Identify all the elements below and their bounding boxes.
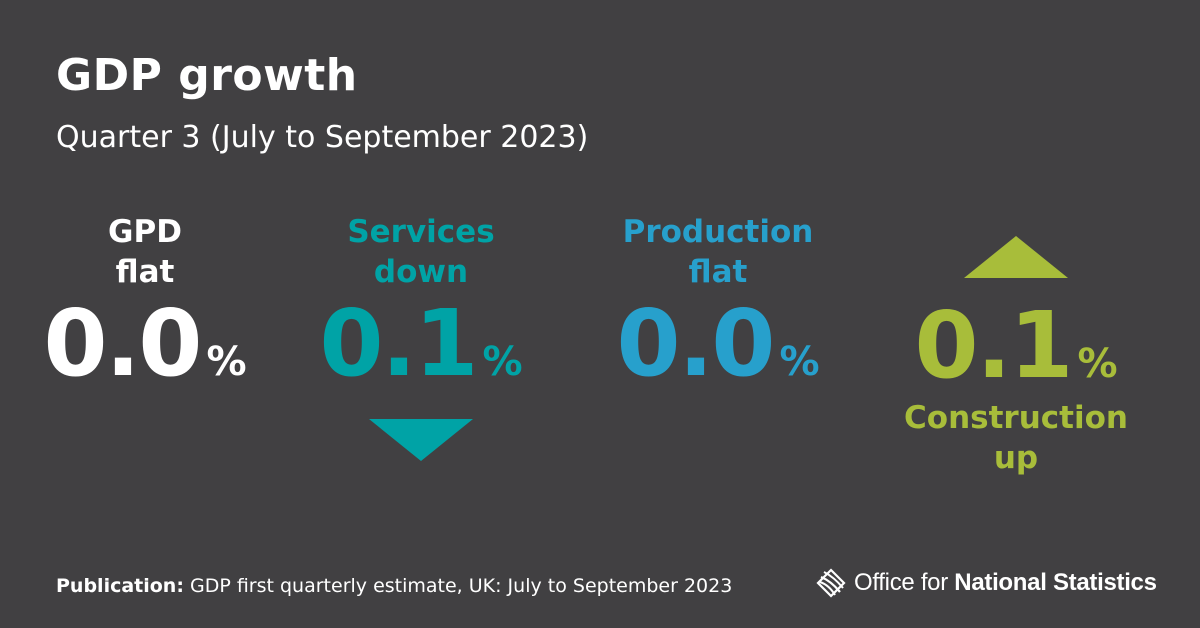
page-title: GDP growth bbox=[56, 50, 358, 101]
stat-services-value: 0.1% bbox=[281, 294, 561, 394]
stat-gdp-number: 0.0 bbox=[43, 290, 202, 397]
stat-gdp-label-line2: flat bbox=[115, 254, 175, 290]
ons-logo: Office for National Statistics bbox=[816, 568, 1157, 598]
stat-gdp: GPD flat 0.0% bbox=[5, 212, 285, 394]
stat-production-number: 0.0 bbox=[616, 290, 775, 397]
stat-services-number: 0.1 bbox=[319, 290, 478, 397]
publication-footer: Publication: GDP first quarterly estimat… bbox=[56, 575, 732, 597]
stat-production-value: 0.0% bbox=[578, 294, 858, 394]
stat-gdp-label-line1: GPD bbox=[108, 214, 182, 250]
arrow-up-icon bbox=[964, 236, 1068, 278]
stat-production-unit: % bbox=[779, 339, 820, 385]
ons-logo-text-bold: National Statistics bbox=[954, 569, 1157, 596]
stat-construction-label-line1: Construction bbox=[904, 400, 1128, 436]
stat-production-label-line2: flat bbox=[688, 254, 748, 290]
stat-construction-unit: % bbox=[1077, 341, 1118, 387]
stat-services-unit: % bbox=[482, 339, 523, 385]
publication-label: Publication: bbox=[56, 575, 184, 597]
ons-logo-text-regular: Office for bbox=[854, 569, 955, 596]
ons-logo-icon bbox=[816, 568, 846, 598]
stat-construction: 0.1% Construction up bbox=[876, 294, 1156, 478]
stat-services-label-line1: Services bbox=[347, 214, 495, 250]
stat-production-label-line1: Production bbox=[622, 214, 814, 250]
stat-construction-label-line2: up bbox=[993, 440, 1039, 476]
publication-text: GDP first quarterly estimate, UK: July t… bbox=[183, 575, 733, 597]
stat-construction-value: 0.1% bbox=[876, 296, 1156, 396]
ons-logo-text: Office for National Statistics bbox=[854, 569, 1157, 597]
stat-services: Services down 0.1% bbox=[281, 212, 561, 394]
stat-gdp-value: 0.0% bbox=[5, 294, 285, 394]
stat-services-label-line2: down bbox=[373, 254, 469, 290]
stat-construction-number: 0.1 bbox=[914, 292, 1073, 399]
page-subtitle: Quarter 3 (July to September 2023) bbox=[56, 120, 589, 155]
arrow-down-icon bbox=[369, 419, 473, 461]
stat-production: Production flat 0.0% bbox=[578, 212, 858, 394]
stat-gdp-unit: % bbox=[206, 339, 247, 385]
